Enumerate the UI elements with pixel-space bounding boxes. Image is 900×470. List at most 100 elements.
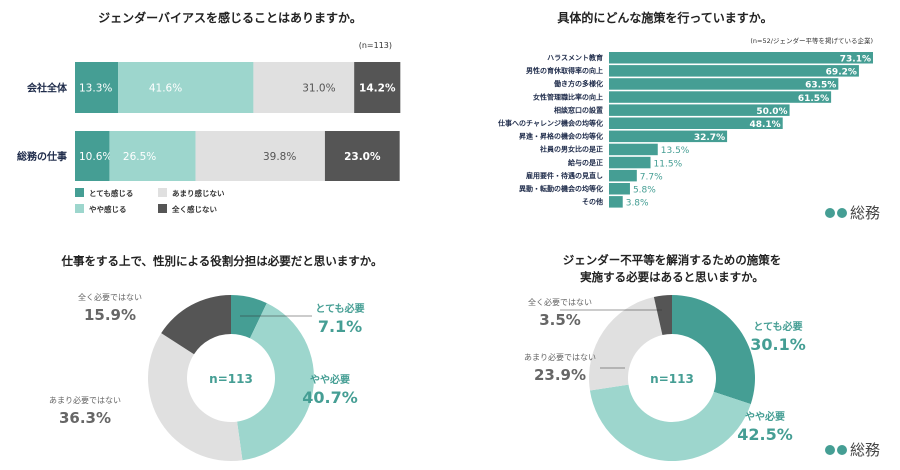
chart1-value-label: 14.2%: [359, 83, 396, 95]
donut3-slice-value: 42.5%: [737, 425, 793, 444]
chart2-value-label: 73.1%: [840, 55, 871, 65]
chart2-bar: [609, 183, 630, 195]
chart4-title-line1: ジェンダー不平等を解消するための施策を: [563, 253, 782, 267]
chart1-bar-segment: [109, 131, 196, 181]
chart2-value-label: 7.7%: [640, 172, 663, 182]
donut3-slice-name: とても必要: [753, 320, 802, 333]
chart2-value-label: 3.8%: [626, 199, 649, 209]
chart2-bar: [609, 104, 790, 116]
chart2-note: (n=52/ジェンダー平等を掲げている企業): [750, 36, 873, 45]
chart2-bar: [609, 156, 651, 169]
chart2-bar: [609, 52, 873, 64]
logo-dot-icon: [825, 208, 835, 218]
donut3-slice-name: やや必要: [745, 410, 785, 423]
logo-dot-icon: [825, 445, 835, 455]
chart2-bar: [609, 130, 728, 143]
chart2-category-label: 男性の育休取得率の向上: [526, 66, 603, 75]
donut3-slice: [672, 295, 755, 405]
chart1-legend-swatch: [158, 204, 167, 213]
chart2-category-label: ハラスメント教育: [547, 53, 603, 62]
chart2-bar: [609, 78, 839, 90]
donut3-slice-name: あまり必要ではない: [524, 352, 596, 362]
logo-text: 総務: [850, 441, 880, 459]
chart2-category-label: 働き方の多様化: [553, 79, 603, 88]
chart1-bar-segment: [253, 62, 355, 113]
chart2-value-label: 69.2%: [826, 68, 857, 78]
chart1-title: ジェンダーバイアスを感じることはありますか。: [98, 10, 362, 25]
chart2-category-label: 給与の是正: [568, 158, 603, 167]
donut3-slice-value: 3.5%: [539, 311, 581, 329]
donut3-slice-name: 全く必要ではない: [528, 297, 592, 307]
chart1-category-label: 総務の仕事: [17, 150, 67, 163]
chart1-bar-segment: [324, 131, 400, 181]
logo-text: 総務: [850, 204, 880, 222]
chart1-value-label: 26.5%: [123, 151, 156, 163]
chart1-category-label: 会社全体: [27, 82, 68, 95]
chart2-bar: [609, 196, 623, 208]
chart2-category-label: 社員の男女比の是正: [539, 145, 603, 154]
donut2-slice-value: 40.7%: [302, 388, 358, 407]
chart2-value-label: 13.5%: [661, 146, 690, 156]
chart2-bar: [609, 65, 859, 77]
chart1-legend-label: あまり感じない: [172, 188, 225, 198]
chart2-bar: [609, 91, 832, 103]
chart2-value-label: 48.1%: [749, 120, 780, 130]
donut3-slice-value: 23.9%: [534, 366, 586, 384]
chart2-value-label: 32.7%: [694, 133, 725, 143]
chart1-legend-swatch: [75, 204, 84, 213]
chart2-category-label: 昇進・昇格の機会の均等化: [519, 132, 603, 141]
donut2-slice: [161, 295, 231, 355]
donut3-slice: [653, 295, 672, 336]
chart2-bar: [609, 143, 658, 156]
chart2-value-label: 61.5%: [798, 94, 829, 104]
donut2-slice: [147, 333, 243, 461]
logo-dot-icon: [837, 445, 847, 455]
donut3-center-label: n=113: [650, 372, 694, 386]
donut2-slice-value: 7.1%: [318, 317, 362, 336]
donut2-slice: [231, 295, 267, 339]
chart1-bar-segment: [75, 62, 119, 113]
chart1-legend-label: 全く感じない: [171, 204, 217, 214]
donut3-slice: [589, 384, 751, 461]
chart2-category-label: 雇用要件・待遇の見直し: [526, 171, 603, 180]
chart2-value-label: 5.8%: [633, 186, 656, 196]
chart1-legend-swatch: [75, 188, 84, 197]
chart1-legend-label: とても感じる: [89, 188, 133, 198]
chart1-value-label: 31.0%: [302, 83, 335, 95]
chart2-value-label: 63.5%: [805, 81, 836, 91]
chart2-category-label: 異動・転勤の機会の均等化: [519, 184, 603, 193]
chart1-legend-label: やや感じる: [89, 204, 127, 214]
donut2-slice-value: 15.9%: [84, 306, 136, 324]
chart3-title: 仕事をする上で、性別による役割分担は必要だと思いますか。: [61, 254, 383, 268]
chart2-title: 具体的にどんな施策を行っていますか。: [557, 10, 772, 25]
chart2-bar: [609, 169, 637, 182]
donut2-slice-name: とても必要: [315, 302, 364, 315]
donut2-slice-value: 36.3%: [59, 409, 111, 427]
chart2-category-label: 相談窓口の設置: [554, 105, 603, 114]
chart1-value-label: 13.3%: [79, 83, 112, 95]
chart1-bar-segment: [75, 131, 110, 181]
donut2-slice-name: やや必要: [310, 373, 350, 386]
chart1-value-label: 39.8%: [263, 151, 296, 163]
chart1-value-label: 10.6%: [79, 151, 112, 163]
chart1-legend-swatch: [158, 188, 167, 197]
donut2-slice-name: あまり必要ではない: [49, 395, 121, 405]
chart2-category-label: その他: [582, 197, 603, 206]
chart1-value-label: 23.0%: [344, 151, 381, 163]
chart2-value-label: 11.5%: [654, 159, 683, 169]
donut3-slice-value: 30.1%: [750, 335, 806, 354]
chart1-bar-segment: [354, 62, 401, 113]
chart2-value-label: 50.0%: [756, 107, 787, 117]
chart1-bar-segment: [195, 131, 325, 181]
donut2-center-label: n=113: [209, 372, 253, 386]
chart2-bar: [609, 117, 783, 129]
chart2-category-label: 女性管理職比率の向上: [533, 92, 603, 101]
donut2-slice: [237, 303, 314, 461]
chart1-value-label: 41.6%: [149, 83, 182, 95]
chart1-note: (n=113): [359, 41, 392, 50]
logo-dot-icon: [837, 208, 847, 218]
chart1-bar-segment: [118, 62, 254, 113]
chart4-title-line2: 実施する必要はあると思いますか。: [580, 270, 764, 284]
